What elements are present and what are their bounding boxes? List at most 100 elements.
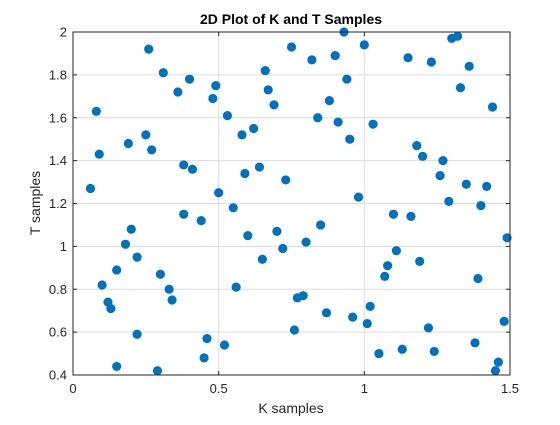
- data-point: [359, 40, 369, 50]
- x-axis-label: K samples: [258, 400, 323, 416]
- data-point: [412, 141, 422, 151]
- chart-title: 2D Plot of K and T Samples: [200, 11, 382, 27]
- data-point: [418, 151, 428, 161]
- y-tick-label: 1.2: [49, 196, 67, 211]
- y-axis-label: T samples: [27, 171, 43, 235]
- x-tick-label: 1: [361, 381, 368, 396]
- data-point: [240, 168, 250, 179]
- data-point: [301, 237, 311, 247]
- y-tick-label: 2: [60, 25, 67, 40]
- y-tick-label: 0.4: [49, 368, 67, 383]
- data-point: [470, 338, 480, 348]
- data-point: [184, 74, 195, 84]
- data-point: [476, 201, 486, 211]
- data-point: [473, 273, 483, 284]
- data-point: [353, 192, 364, 202]
- data-point: [374, 348, 384, 359]
- data-point: [324, 96, 334, 106]
- data-point: [85, 183, 96, 194]
- data-point: [167, 295, 177, 305]
- data-point: [222, 111, 233, 121]
- data-point: [112, 265, 122, 275]
- data-point: [444, 196, 454, 206]
- data-point: [383, 261, 393, 271]
- data-point: [112, 361, 122, 372]
- x-tick-label: 0.5: [210, 381, 228, 396]
- data-point: [380, 271, 390, 281]
- data-point: [97, 280, 107, 290]
- axis-ticks: [72, 31, 511, 376]
- data-point: [403, 53, 413, 63]
- data-point: [423, 323, 434, 333]
- y-tick-label: 1: [60, 239, 67, 254]
- data-point: [199, 353, 209, 363]
- y-tick-label: 1.4: [49, 153, 67, 168]
- data-point: [406, 211, 416, 221]
- data-point: [219, 340, 230, 350]
- data-point: [126, 224, 136, 234]
- data-points: [85, 27, 512, 376]
- data-point: [132, 252, 142, 262]
- x-tick-label: 0: [69, 381, 76, 396]
- data-point: [461, 179, 471, 189]
- data-point: [286, 42, 297, 52]
- data-point: [141, 130, 151, 140]
- data-point: [155, 269, 165, 279]
- data-point: [429, 346, 439, 357]
- data-point: [365, 301, 375, 311]
- data-point: [211, 80, 221, 91]
- data-point: [106, 303, 116, 314]
- data-point: [487, 102, 498, 112]
- data-point: [490, 366, 501, 376]
- data-point: [260, 65, 270, 76]
- data-point: [499, 316, 509, 327]
- data-point: [316, 220, 326, 230]
- data-point: [228, 203, 238, 213]
- data-point: [254, 162, 265, 172]
- data-point: [94, 149, 104, 159]
- data-point: [298, 291, 308, 301]
- data-point: [493, 357, 503, 367]
- data-point: [482, 181, 492, 191]
- data-point: [313, 113, 323, 123]
- data-point: [502, 233, 512, 243]
- data-point: [123, 138, 133, 149]
- y-tick-label: 1.6: [49, 110, 67, 125]
- data-point: [208, 93, 218, 104]
- data-point: [132, 329, 142, 339]
- data-point: [438, 156, 448, 166]
- data-point: [348, 312, 358, 322]
- data-point: [269, 100, 279, 110]
- data-point: [464, 61, 474, 71]
- data-point: [144, 44, 154, 54]
- data-point: [426, 57, 436, 67]
- y-tick-label: 0.6: [49, 325, 67, 340]
- data-point: [342, 74, 352, 84]
- data-point: [435, 171, 445, 181]
- grid: [72, 31, 511, 376]
- data-point: [231, 282, 241, 292]
- data-point: [179, 209, 189, 219]
- data-point: [243, 231, 253, 241]
- data-point: [345, 134, 355, 144]
- data-point: [391, 246, 401, 256]
- data-point: [249, 123, 259, 134]
- data-point: [147, 145, 157, 155]
- tick-labels: 0 0.5 1 1.5 0.4 0.6 0.8 1 1.2 1.4 1.6 1.8 2: [49, 25, 519, 397]
- data-point: [455, 83, 466, 93]
- data-point: [452, 31, 463, 41]
- data-point: [278, 243, 288, 254]
- data-point: [263, 85, 273, 95]
- data-point: [307, 55, 317, 65]
- data-point: [91, 106, 101, 116]
- data-point: [272, 226, 282, 236]
- data-point: [330, 50, 340, 61]
- data-point: [158, 68, 168, 78]
- data-point: [196, 216, 206, 226]
- data-point: [388, 209, 399, 219]
- data-point: [397, 344, 407, 354]
- y-tick-label: 1.8: [49, 67, 67, 82]
- y-tick-label: 0.8: [49, 282, 67, 297]
- data-point: [164, 284, 174, 294]
